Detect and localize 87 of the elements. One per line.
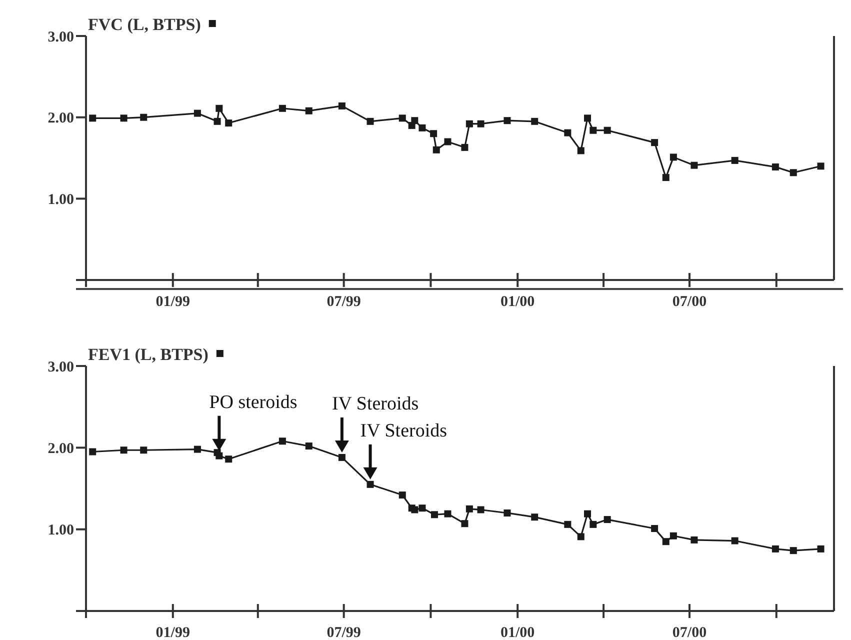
- point: [577, 147, 584, 154]
- point: [477, 120, 484, 128]
- point: [444, 510, 452, 518]
- point: [466, 505, 473, 512]
- point: [432, 146, 440, 154]
- point: [531, 514, 538, 521]
- y-tick-label: 3.00: [48, 29, 74, 46]
- annotation: IV Steroids: [360, 420, 448, 442]
- point: [216, 452, 223, 460]
- point: [477, 506, 484, 514]
- point: [590, 126, 597, 134]
- point: [690, 162, 698, 169]
- point: [564, 520, 572, 528]
- point: [790, 547, 797, 554]
- point: [140, 446, 148, 454]
- point: [817, 545, 824, 552]
- point: [577, 533, 584, 540]
- point: [278, 438, 286, 445]
- point: [278, 104, 286, 112]
- legend-label: FVC (L, BTPS): [88, 15, 201, 34]
- point: [504, 117, 511, 124]
- point: [338, 454, 346, 461]
- point: [338, 102, 346, 110]
- annotation: IV Steroids: [332, 393, 419, 414]
- point: [461, 520, 468, 528]
- point: [366, 118, 374, 125]
- point: [194, 110, 201, 117]
- point: [604, 126, 611, 134]
- legend-label: FEV1 (L, BTPS): [88, 345, 208, 364]
- point: [140, 114, 148, 121]
- annotation: PO steroids: [209, 392, 298, 413]
- point: [225, 120, 232, 127]
- point: [89, 448, 96, 456]
- point: [662, 538, 670, 546]
- point: [461, 144, 468, 151]
- x-tick-label: 07/00: [672, 294, 707, 310]
- point: [398, 114, 406, 122]
- point: [670, 532, 677, 540]
- point: [504, 510, 511, 516]
- point: [651, 525, 658, 532]
- point: [466, 120, 473, 128]
- point: [651, 139, 658, 146]
- point: [772, 545, 779, 552]
- point: [690, 536, 698, 544]
- y-tick-label: 3.00: [48, 359, 74, 376]
- point: [444, 138, 452, 146]
- x-tick-label: 01/99: [156, 625, 190, 640]
- point: [731, 537, 738, 544]
- y-tick-label: 1.00: [48, 192, 74, 208]
- point: [411, 506, 418, 514]
- x-tick-label: 07/99: [326, 625, 361, 640]
- point: [305, 107, 312, 114]
- point: [89, 114, 96, 122]
- point: [662, 174, 670, 182]
- point: [430, 130, 438, 138]
- x-tick-label: 01/00: [500, 625, 535, 640]
- point: [398, 492, 406, 499]
- point: [604, 516, 611, 524]
- point: [670, 154, 677, 161]
- point: [120, 114, 128, 122]
- point: [214, 118, 221, 125]
- point: [731, 156, 738, 164]
- point: [225, 456, 232, 463]
- x-tick-label: 07/99: [326, 294, 361, 310]
- x-tick-label: 07/00: [672, 625, 707, 640]
- point: [366, 480, 374, 488]
- x-tick-label: 01/00: [500, 294, 535, 310]
- point: [590, 520, 597, 528]
- point: [584, 114, 591, 122]
- point: [772, 163, 779, 170]
- point: [564, 129, 572, 136]
- y-tick-label: 1.00: [48, 522, 74, 539]
- point: [531, 118, 538, 125]
- y-tick-label: 2.00: [48, 110, 74, 127]
- point: [120, 446, 128, 454]
- point: [418, 504, 426, 512]
- point: [790, 169, 797, 176]
- point: [194, 446, 201, 453]
- point: [411, 117, 418, 124]
- point: [216, 104, 223, 112]
- point: [418, 124, 426, 132]
- point: [817, 162, 824, 170]
- point: [584, 510, 591, 518]
- point: [305, 442, 312, 450]
- y-tick-label: 2.00: [48, 440, 74, 457]
- point: [431, 511, 438, 518]
- x-tick-label: 01/99: [156, 294, 190, 310]
